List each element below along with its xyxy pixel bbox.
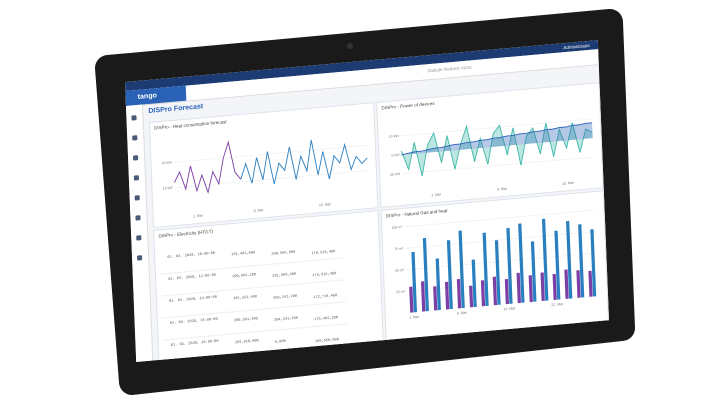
bar: [518, 223, 525, 303]
bar: [552, 273, 557, 300]
grid-line: [173, 145, 367, 163]
panel-title: DISPro - Electricity (HT/LT): [158, 228, 214, 239]
bar: [576, 270, 581, 298]
y-tick-label: 100 m³: [391, 225, 403, 230]
bar: [506, 227, 513, 304]
panel: DISPro - Natural Gas and heat 25 m³ 50 m³…: [380, 190, 610, 344]
chart: -10 kW 0 kW 10 kW 1. Mar 8. Mar 15. Mar: [389, 118, 594, 197]
x-tick-label: 8. Mar: [497, 187, 508, 192]
bar: [420, 281, 426, 312]
bar: [564, 269, 569, 299]
y-tick-label: 75 m³: [394, 246, 404, 251]
x-tick-label: 1. Mar: [409, 315, 420, 320]
x-tick-label: 15. Mar: [504, 306, 517, 311]
y-tick-label: 10 kW: [163, 186, 174, 191]
y-tick-label: 20 kW: [162, 160, 173, 165]
bar: [566, 220, 573, 299]
x-tick-label: 1. Mar: [431, 192, 442, 197]
bar: [471, 259, 477, 308]
x-tick-label: 22. Mar: [551, 302, 564, 307]
bar: [469, 285, 474, 308]
panel: DISPro - Power of devices -10 kW 0 kW 10 k…: [376, 82, 604, 208]
bar: [456, 278, 462, 309]
data-table: 01. 03. 2020, 10:00:00 191,482,000 200,566…: [159, 236, 348, 363]
nav-icon[interactable]: [132, 135, 138, 141]
x-tick-label: 8. Mar: [457, 311, 468, 316]
x-tick-label: 1. Mar: [193, 213, 204, 218]
bar: [411, 251, 418, 313]
y-tick-label: 0 kW: [391, 153, 400, 158]
bar: [492, 276, 498, 306]
panel: DISPro - Heat consumption forecast 10 kW…: [148, 102, 379, 229]
nav-icon[interactable]: [131, 115, 137, 121]
y-tick-label: 25 m³: [396, 289, 406, 294]
nav-icon[interactable]: [136, 235, 142, 241]
bar: [482, 232, 489, 307]
bar: [480, 280, 486, 307]
nav-icon[interactable]: [132, 155, 139, 161]
bar: [422, 237, 429, 312]
grid-line: [401, 137, 593, 156]
x-tick-label: 8. Mar: [254, 208, 265, 213]
chart: 25 m³ 50 m³ 75 m³ 100 m³ 1. Mar 8. Mar 15. Mar…: [391, 209, 599, 320]
bar: [458, 230, 465, 309]
area: [401, 122, 593, 155]
bar: [435, 258, 441, 311]
line: [400, 122, 593, 177]
grid-line: [404, 209, 596, 228]
nav-icon[interactable]: [134, 195, 140, 201]
panel: DISPro - Electricity (HT/LT) 01. 03. 202…: [153, 210, 384, 363]
panel-title: DISPro - Natural Gas and heat: [385, 208, 448, 219]
nav-icon[interactable]: [136, 255, 143, 261]
bar: [409, 286, 414, 313]
bar: [444, 281, 450, 310]
bar: [540, 272, 545, 302]
y-tick-label: -10 kW: [389, 172, 401, 177]
bar: [433, 286, 438, 311]
page-title: DISPro Forecast: [148, 103, 204, 116]
search-box[interactable]: Zadejte hledaný výraz: [427, 64, 472, 74]
bar: [504, 278, 510, 305]
grid-line: [402, 156, 594, 175]
y-tick-label: 10 kW: [389, 134, 400, 139]
x-tick-label: 15. Mar: [562, 181, 575, 186]
camera: [347, 43, 353, 49]
user-name[interactable]: Administrator: [563, 42, 591, 50]
line: [401, 122, 593, 156]
panel-title: DISPro - Power of devices: [381, 100, 435, 111]
y-tick-label: 50 m³: [395, 268, 405, 273]
bar: [530, 241, 537, 302]
chart: 10 kW 20 kW 1. Mar 8. Mar 15. Mar: [162, 139, 368, 218]
grid-line: [174, 170, 368, 188]
x-tick-label: 15. Mar: [319, 202, 332, 207]
line: [240, 139, 368, 185]
area: [401, 122, 593, 176]
nav-icon[interactable]: [133, 175, 140, 181]
bar: [590, 229, 597, 297]
grid-line: [400, 118, 592, 137]
bar: [446, 240, 453, 310]
bar: [578, 224, 585, 298]
bar: [554, 230, 561, 300]
screen: Administrator Zadejte hledaný výraz tang…: [125, 40, 610, 363]
bar: [516, 272, 521, 304]
line: [174, 140, 242, 194]
bar: [494, 240, 501, 305]
bar: [588, 270, 593, 297]
bar: [541, 218, 549, 301]
grid-line: [405, 231, 597, 249]
bar: [528, 275, 533, 303]
nav-icon[interactable]: [135, 215, 141, 221]
